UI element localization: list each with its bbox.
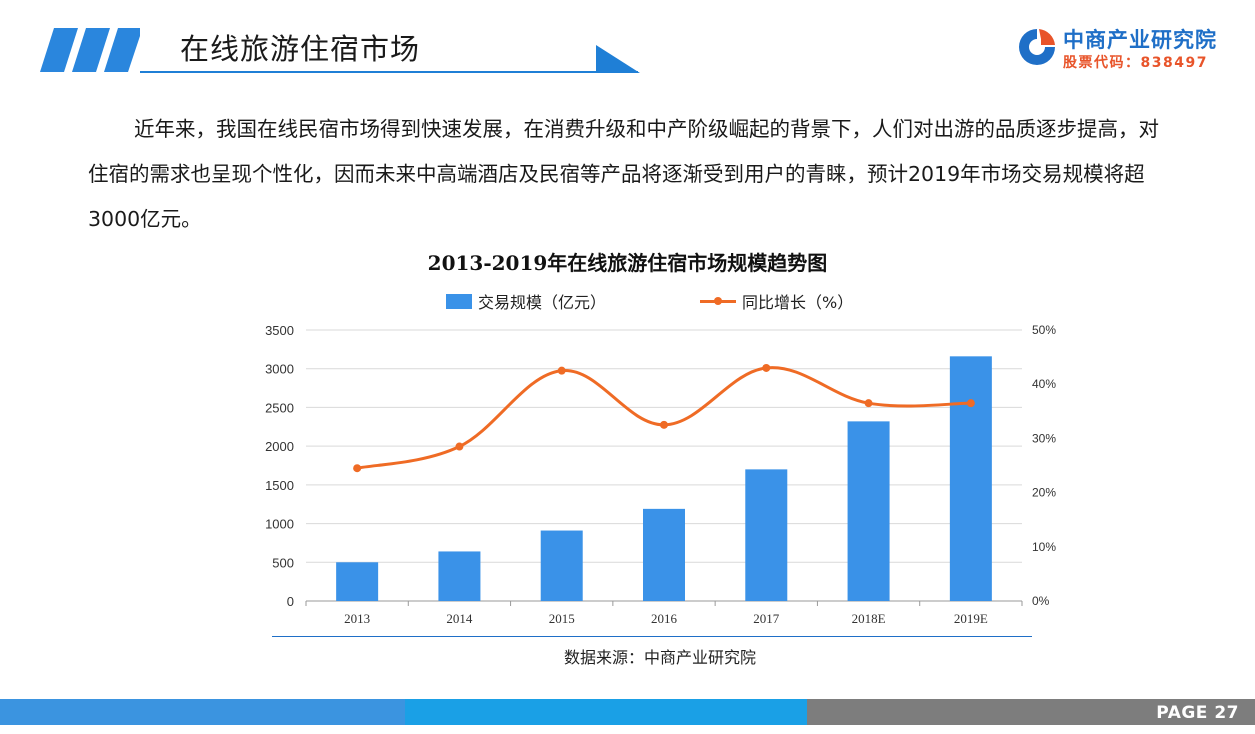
- y-left-tick-label: 2500: [265, 400, 294, 415]
- bar: [540, 530, 583, 601]
- y-left-tick-label: 3000: [265, 362, 294, 377]
- bar: [438, 551, 481, 601]
- chart-title: 2013-2019年在线旅游住宿市场规模趋势图: [427, 251, 828, 275]
- logo-stock-code: 股票代码：838497: [1063, 55, 1208, 71]
- x-tick-label: 2019E: [954, 611, 988, 626]
- y-right-tick-label: 10%: [1032, 540, 1056, 554]
- y-left-tick-label: 1500: [265, 478, 294, 493]
- header-underline: [140, 71, 638, 73]
- company-logo: 中商产业研究院 股票代码：838497: [1015, 22, 1235, 72]
- bar: [847, 421, 890, 601]
- x-tick-label: 2018E: [852, 611, 886, 626]
- logo-mark-icon: [1019, 29, 1055, 65]
- bar: [745, 469, 788, 601]
- y-right-tick-label: 50%: [1032, 323, 1056, 337]
- y-left-tick-label: 0: [287, 594, 294, 609]
- growth-point: [966, 399, 975, 408]
- logo-name: 中商产业研究院: [1063, 28, 1217, 52]
- y-right-tick-label: 30%: [1032, 431, 1056, 445]
- footer-bar-segment: [807, 699, 1255, 725]
- page-number: PAGE 27: [1156, 703, 1239, 723]
- growth-point: [557, 366, 566, 375]
- legend-item-bar: 交易规模（亿元）: [446, 289, 606, 313]
- growth-point: [660, 420, 668, 429]
- intro-paragraph: 近年来，我国在线民宿市场得到快速发展，在消费升级和中产阶级崛起的背景下，人们对出…: [88, 117, 1159, 231]
- y-left-tick-label: 1000: [265, 517, 294, 532]
- y-right-tick-label: 0%: [1032, 594, 1050, 608]
- legend-bar-swatch: [446, 293, 472, 309]
- x-tick-label: 2015: [549, 611, 575, 626]
- legend-bar-label: 交易规模（亿元）: [478, 293, 607, 312]
- y-right-tick-label: 40%: [1032, 377, 1056, 391]
- legend-line-swatch: [700, 295, 736, 307]
- data-source: 数据来源：中商产业研究院: [563, 648, 756, 667]
- growth-point: [455, 442, 464, 451]
- legend-line-label: 同比增长（%）: [742, 293, 854, 312]
- x-tick-label: 2014: [446, 611, 473, 626]
- page-title: 在线旅游住宿市场: [180, 32, 421, 66]
- bar: [949, 356, 992, 601]
- x-tick-label: 2016: [651, 611, 678, 626]
- y-left-tick-label: 3500: [265, 323, 294, 338]
- header-triangle: [596, 45, 640, 73]
- footer-bar-segment: [0, 699, 405, 725]
- bar: [336, 562, 379, 601]
- footer-bar-segment: [405, 699, 807, 725]
- header-stripes: [40, 28, 140, 72]
- legend-item-line: 同比增长（%）: [700, 289, 853, 313]
- growth-point: [762, 363, 771, 372]
- y-left-tick-label: 2000: [265, 439, 294, 454]
- bar: [643, 508, 685, 601]
- x-tick-label: 2013: [344, 611, 370, 626]
- y-left-tick-label: 500: [272, 555, 294, 570]
- source-divider: [272, 636, 1032, 637]
- growth-point: [864, 399, 873, 408]
- x-tick-label: 2017: [753, 611, 780, 626]
- growth-point: [353, 464, 362, 473]
- y-right-tick-label: 20%: [1032, 486, 1056, 500]
